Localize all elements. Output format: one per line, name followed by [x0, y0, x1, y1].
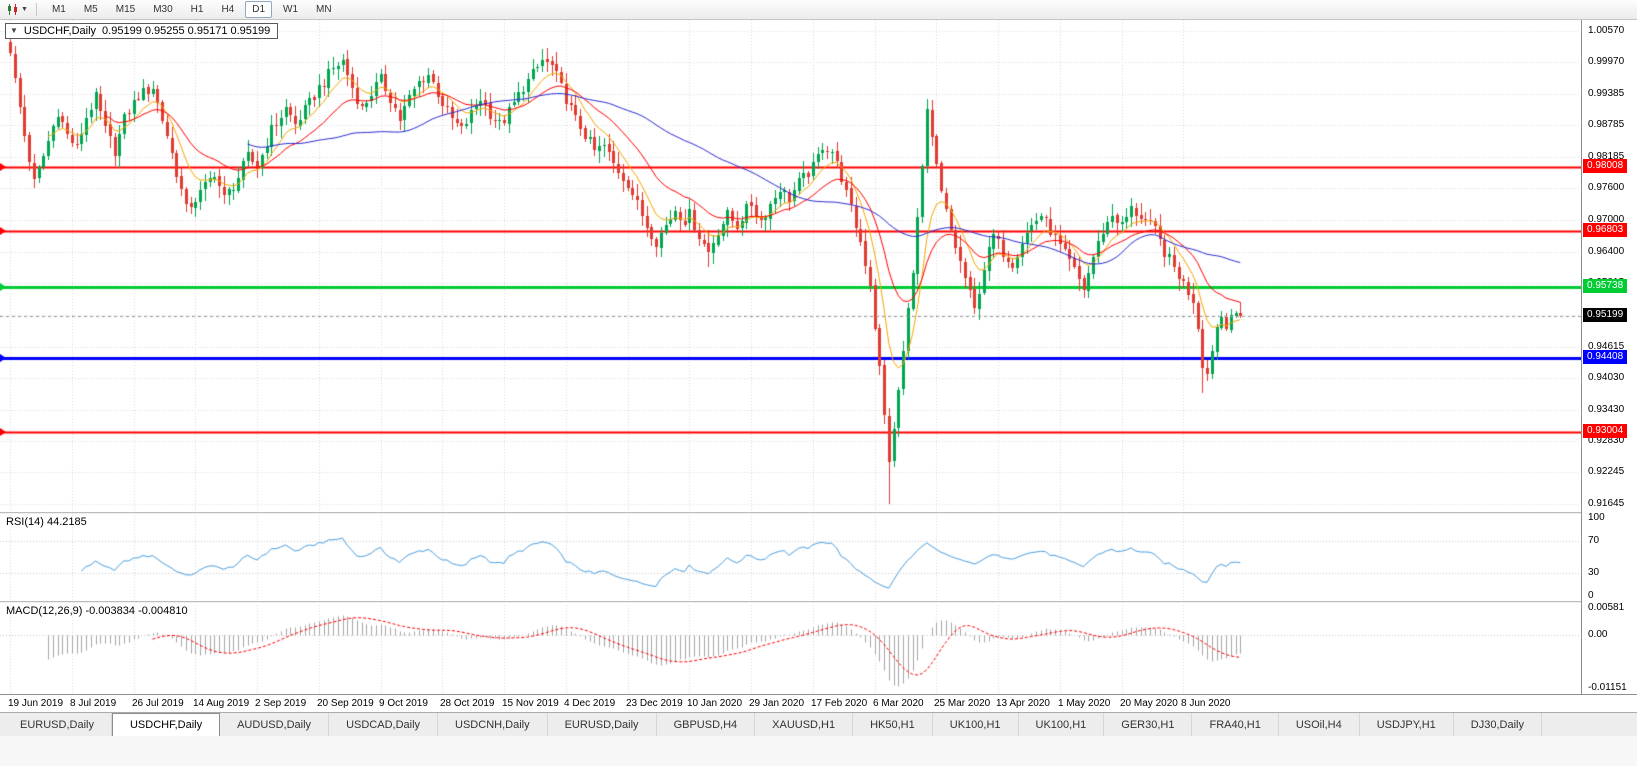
chart-title-box: ▼ USDCHF,Daily 0.95199 0.95255 0.95171 0… — [5, 23, 279, 39]
chart-tab-usdcad-daily[interactable]: USDCAD,Daily — [329, 713, 439, 736]
chart-tab-dj30-daily[interactable]: DJ30,Daily — [1454, 713, 1542, 736]
price-tick-label: 0.92245 — [1588, 466, 1625, 477]
timeframe-button-h4[interactable]: H4 — [221, 4, 235, 15]
date-tick-label: 25 Mar 2020 — [934, 698, 991, 709]
chart-tab-fra40-h1[interactable]: FRA40,H1 — [1192, 713, 1279, 736]
rsi-tick-label: 70 — [1588, 535, 1600, 546]
rsi-tick-label: 100 — [1588, 512, 1605, 523]
current-price-label: 0.95199 — [1583, 308, 1628, 322]
macd-tick-label: 0.00581 — [1588, 602, 1625, 613]
timeframe-button-d1[interactable]: D1 — [245, 1, 273, 18]
price-tick-label: 0.91645 — [1588, 498, 1625, 509]
timeframe-button-m1[interactable]: M1 — [51, 4, 66, 15]
chart-tab-ger30-h1[interactable]: GER30,H1 — [1104, 713, 1193, 736]
candlestick-chart-icon[interactable] — [4, 3, 20, 17]
date-tick-label: 23 Dec 2019 — [626, 698, 683, 709]
hline-price-label: 0.96803 — [1583, 223, 1628, 237]
chart-tab-hk50-h1[interactable]: HK50,H1 — [853, 713, 933, 736]
date-tick-label: 29 Jan 2020 — [749, 698, 805, 709]
date-tick-label: 26 Jul 2019 — [132, 698, 184, 709]
date-tick-label: 9 Oct 2019 — [379, 698, 428, 709]
hline-price-label: 0.95738 — [1583, 279, 1628, 293]
hline-price-label: 0.98008 — [1583, 159, 1628, 173]
price-tick-label: 0.97000 — [1588, 214, 1625, 225]
timeframe-buttons: M1 M5 M15 M30 H1 H4 D1 W1 MN — [43, 1, 341, 18]
price-tick-label: 0.99385 — [1588, 88, 1625, 99]
price-tick-label: 0.94615 — [1588, 341, 1625, 352]
symbol-dropdown-icon[interactable]: ▼ — [10, 26, 18, 35]
date-tick-label: 13 Apr 2020 — [996, 698, 1050, 709]
timeframe-button-m15[interactable]: M15 — [115, 4, 136, 15]
timeframe-toolbar: ▼ M1 M5 M15 M30 H1 H4 D1 W1 MN — [0, 0, 1637, 20]
date-tick-label: 17 Feb 2020 — [811, 698, 868, 709]
chart-tab-eurusd-daily[interactable]: EURUSD,Daily — [548, 713, 657, 736]
date-tick-label: 8 Jul 2019 — [70, 698, 117, 709]
pane-resize-handle[interactable] — [0, 601, 1637, 603]
price-tick-label: 0.93430 — [1588, 404, 1625, 415]
date-tick-label: 1 May 2020 — [1058, 698, 1111, 709]
toolbar-separator — [35, 3, 37, 16]
date-tick-label: 15 Nov 2019 — [502, 698, 559, 709]
price-tick-label: 0.96400 — [1588, 246, 1625, 257]
price-tick-label: 0.99970 — [1588, 56, 1625, 67]
hline-price-label: 0.94408 — [1583, 350, 1628, 364]
price-tick-label: 0.98785 — [1588, 119, 1625, 130]
date-tick-label: 2 Sep 2019 — [255, 698, 307, 709]
timeframe-button-mn[interactable]: MN — [316, 4, 332, 15]
candlestick-chart-icon-svg — [7, 4, 17, 15]
chart-tab-usdcnh-daily[interactable]: USDCNH,Daily — [438, 713, 548, 736]
date-tick-label: 10 Jan 2020 — [687, 698, 743, 709]
price-tick-label: 0.94030 — [1588, 372, 1625, 383]
status-bar — [0, 736, 1637, 766]
chart-tab-eurusd-daily[interactable]: EURUSD,Daily — [3, 713, 112, 736]
rsi-tick-label: 30 — [1588, 567, 1600, 578]
chart-tab-xauusd-h1[interactable]: XAUUSD,H1 — [755, 713, 854, 736]
date-tick-label: 4 Dec 2019 — [564, 698, 616, 709]
chart-symbol-period: USDCHF,Daily — [23, 25, 97, 37]
date-tick-label: 6 Mar 2020 — [873, 698, 924, 709]
macd-tick-label: 0.00 — [1588, 629, 1608, 640]
date-tick-label: 14 Aug 2019 — [193, 698, 250, 709]
price-tick-label: 0.92830 — [1588, 435, 1625, 446]
chart-tab-audusd-daily[interactable]: AUDUSD,Daily — [220, 713, 330, 736]
macd-tick-label: -0.01151 — [1588, 682, 1627, 693]
date-tick-label: 20 Sep 2019 — [317, 698, 374, 709]
chart-tab-usdchf-daily[interactable]: USDCHF,Daily — [111, 713, 221, 736]
price-axis[interactable]: 1.00570 0.99970 0.99385 0.98785 0.98185 0.976… — [1581, 20, 1637, 694]
chart-ohlc-values: 0.95199 0.95255 0.95171 0.95199 — [102, 25, 271, 37]
price-tick-label: 0.97600 — [1588, 182, 1625, 193]
rsi-tick-label: 0 — [1588, 590, 1594, 601]
chart-area: ▼ USDCHF,Daily 0.95199 0.95255 0.95171 0… — [0, 20, 1637, 712]
chart-tab-bar: EURUSD,Daily USDCHF,Daily AUDUSD,Daily USDC… — [0, 712, 1637, 736]
timeframe-button-h1[interactable]: H1 — [190, 4, 204, 15]
timeframe-button-m5[interactable]: M5 — [83, 4, 98, 15]
date-tick-label: 19 Jun 2019 — [8, 698, 64, 709]
chart-tab-usdjpy-h1[interactable]: USDJPY,H1 — [1360, 713, 1454, 736]
date-tick-label: 20 May 2020 — [1120, 698, 1178, 709]
chart-tab-usoil-h4[interactable]: USOil,H4 — [1279, 713, 1360, 736]
macd-label: MACD(12,26,9) -0.003834 -0.004810 — [6, 605, 188, 617]
timeframe-button-m30[interactable]: M30 — [153, 4, 173, 15]
pane-resize-handle[interactable] — [0, 512, 1637, 514]
timeframe-button-w1[interactable]: W1 — [283, 4, 299, 15]
chart-tab-gbpusd-h4[interactable]: GBPUSD,H4 — [657, 713, 756, 736]
price-chart-canvas[interactable] — [0, 20, 1581, 694]
date-axis[interactable]: 19 Jun 2019 8 Jul 2019 26 Jul 2019 14 Aug 2… — [0, 694, 1637, 712]
price-tick-label: 0.98185 — [1588, 151, 1625, 162]
rsi-label: RSI(14) 44.2185 — [6, 516, 87, 528]
chart-tab-uk100-h1[interactable]: UK100,H1 — [933, 713, 1019, 736]
chart-tab-uk100-h1[interactable]: UK100,H1 — [1019, 713, 1105, 736]
hline-price-label: 0.93004 — [1583, 424, 1628, 438]
date-tick-label: 28 Oct 2019 — [440, 698, 495, 709]
chevron-down-icon[interactable]: ▼ — [21, 6, 28, 13]
price-tick-label: 1.00570 — [1588, 25, 1625, 36]
date-tick-label: 8 Jun 2020 — [1181, 698, 1231, 709]
